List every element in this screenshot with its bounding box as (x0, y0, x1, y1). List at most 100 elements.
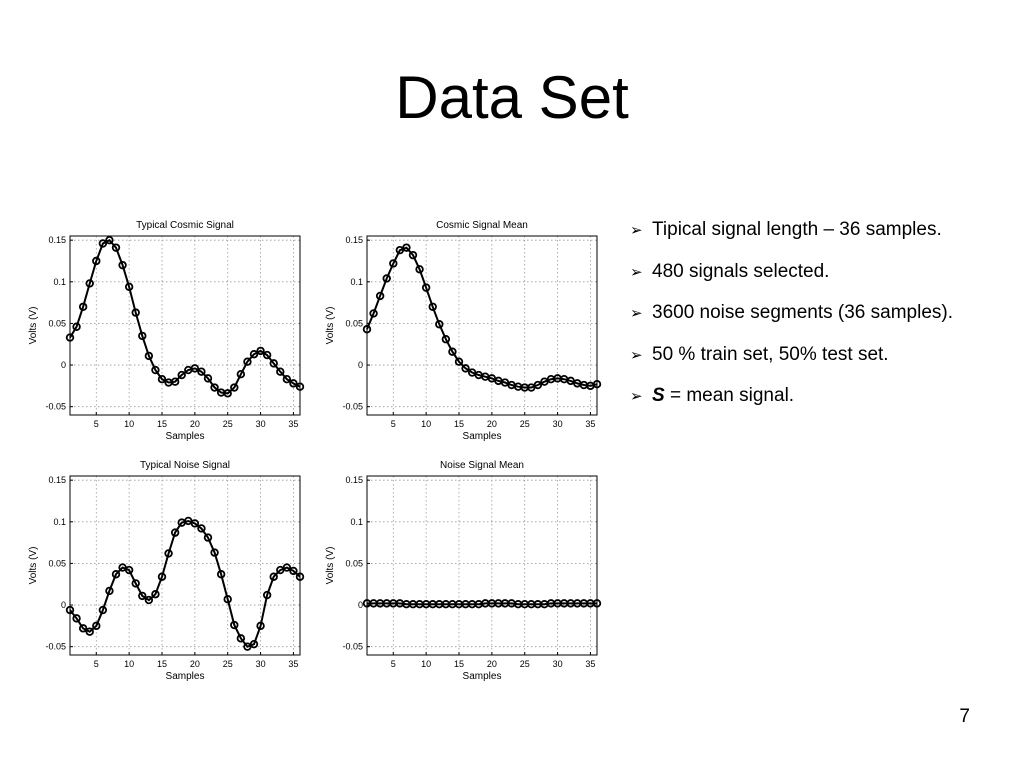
x-tick-label: 25 (223, 419, 233, 429)
arrow-bullet-icon: ➢ (630, 305, 643, 322)
data-point (223, 595, 232, 604)
x-tick-label: 10 (124, 419, 134, 429)
data-point (375, 291, 385, 301)
data-point (138, 591, 147, 601)
data-point (157, 374, 167, 384)
data-point (105, 586, 114, 596)
data-point (92, 621, 101, 631)
x-tick-label: 30 (256, 419, 266, 429)
data-point (295, 382, 305, 391)
arrow-bullet-icon: ➢ (630, 346, 643, 364)
x-tick-label: 25 (520, 419, 530, 429)
data-point (170, 377, 180, 386)
x-axis-label: Samples (463, 671, 502, 682)
data-point (223, 389, 232, 398)
data-point (533, 380, 543, 390)
data-point (85, 279, 94, 288)
x-tick-label: 10 (124, 659, 134, 669)
data-point (65, 605, 75, 615)
data-point (461, 364, 470, 373)
x-tick-label: 15 (454, 419, 464, 429)
bullet-text: Tipical signal length – 36 samples. (652, 219, 942, 240)
data-point (276, 367, 285, 376)
data-point (157, 572, 167, 581)
x-tick-label: 35 (288, 419, 298, 429)
data-point (197, 524, 206, 533)
data-point (98, 239, 108, 248)
x-tick-label: 20 (487, 659, 497, 669)
x-tick-label: 5 (94, 419, 99, 429)
data-point (269, 359, 278, 368)
plot-frame (69, 235, 301, 416)
x-tick-label: 15 (157, 419, 167, 429)
x-tick-label: 20 (190, 419, 200, 429)
y-tick-label: 0 (61, 360, 66, 370)
data-point (454, 357, 464, 366)
y-tick-label: 0.15 (48, 475, 66, 485)
data-point (362, 325, 372, 334)
data-point (230, 383, 239, 392)
data-point (236, 634, 246, 643)
data-point (243, 357, 252, 366)
bullet-item: ➢ S = mean signal. (630, 384, 1024, 409)
y-tick-label: 0.1 (350, 277, 363, 287)
x-tick-label: 25 (520, 659, 530, 669)
bullet-text: 480 signals selected. (652, 260, 830, 282)
y-tick-label: 0.1 (53, 517, 66, 527)
data-point (124, 282, 134, 291)
data-point (151, 365, 160, 375)
data-point (65, 333, 75, 342)
data-point (190, 519, 200, 528)
y-tick-label: 0.15 (345, 475, 363, 485)
bullet-text: = mean signal. (664, 385, 795, 406)
data-point (448, 347, 457, 356)
data-point (421, 283, 431, 292)
data-point (105, 235, 114, 245)
y-tick-label: 0.05 (345, 558, 363, 568)
data-point (170, 528, 180, 537)
y-tick-label: -0.05 (342, 402, 363, 412)
data-point (144, 595, 154, 605)
data-point (85, 627, 94, 636)
data-point (203, 374, 213, 383)
bullet-strong-symbol: S (652, 385, 665, 406)
x-tick-label: 35 (288, 659, 298, 669)
x-tick-label: 25 (223, 659, 233, 669)
data-point (131, 308, 140, 317)
data-point (249, 350, 259, 359)
data-point (282, 563, 292, 572)
y-tick-label: 0 (358, 600, 363, 610)
plot-frame (69, 475, 301, 656)
x-tick-label: 30 (553, 659, 563, 669)
data-point (151, 590, 160, 599)
data-point (92, 256, 101, 266)
plot-area (367, 476, 597, 655)
y-tick-label: 0.1 (350, 517, 363, 527)
y-tick-label: 0.1 (53, 277, 66, 287)
y-tick-label: 0 (358, 360, 363, 370)
x-axis-label: Samples (166, 671, 205, 682)
data-point (289, 379, 298, 388)
x-tick-label: 5 (391, 659, 396, 669)
page-number: 7 (959, 706, 970, 727)
bullet-item: ➢ 480 signals selected. (630, 260, 1024, 285)
bullet-list: ➢ Tipical signal length – 36 samples. ➢ 48… (630, 218, 1024, 426)
data-point (369, 309, 378, 318)
y-tick-label: 0.15 (48, 235, 66, 245)
data-point (382, 274, 391, 283)
chart-title: Noise Signal Mean (440, 460, 524, 471)
data-point (118, 260, 127, 270)
data-point (256, 621, 265, 631)
x-tick-label: 5 (94, 659, 99, 669)
bullet-text: 3600 noise segments (36 samples). (652, 302, 953, 323)
y-tick-label: 0 (61, 600, 66, 610)
slide-title: Data Set (395, 64, 629, 131)
data-point (289, 566, 298, 576)
chart-typical-cosmic-signal-svg: 5 10 15 20 25 30 35 -0.05 0 0.05 0.1 0.15 Typical Co… (28, 220, 305, 442)
arrow-bullet-icon: ➢ (630, 222, 643, 239)
data-point (197, 367, 206, 376)
x-tick-label: 20 (190, 659, 200, 669)
data-point (236, 370, 246, 379)
data-point (177, 370, 186, 380)
chart-typical-noise-signal: 5 10 15 20 25 30 35 -0.05 0 0.05 0.1 0.15 Typical No… (20, 452, 320, 682)
